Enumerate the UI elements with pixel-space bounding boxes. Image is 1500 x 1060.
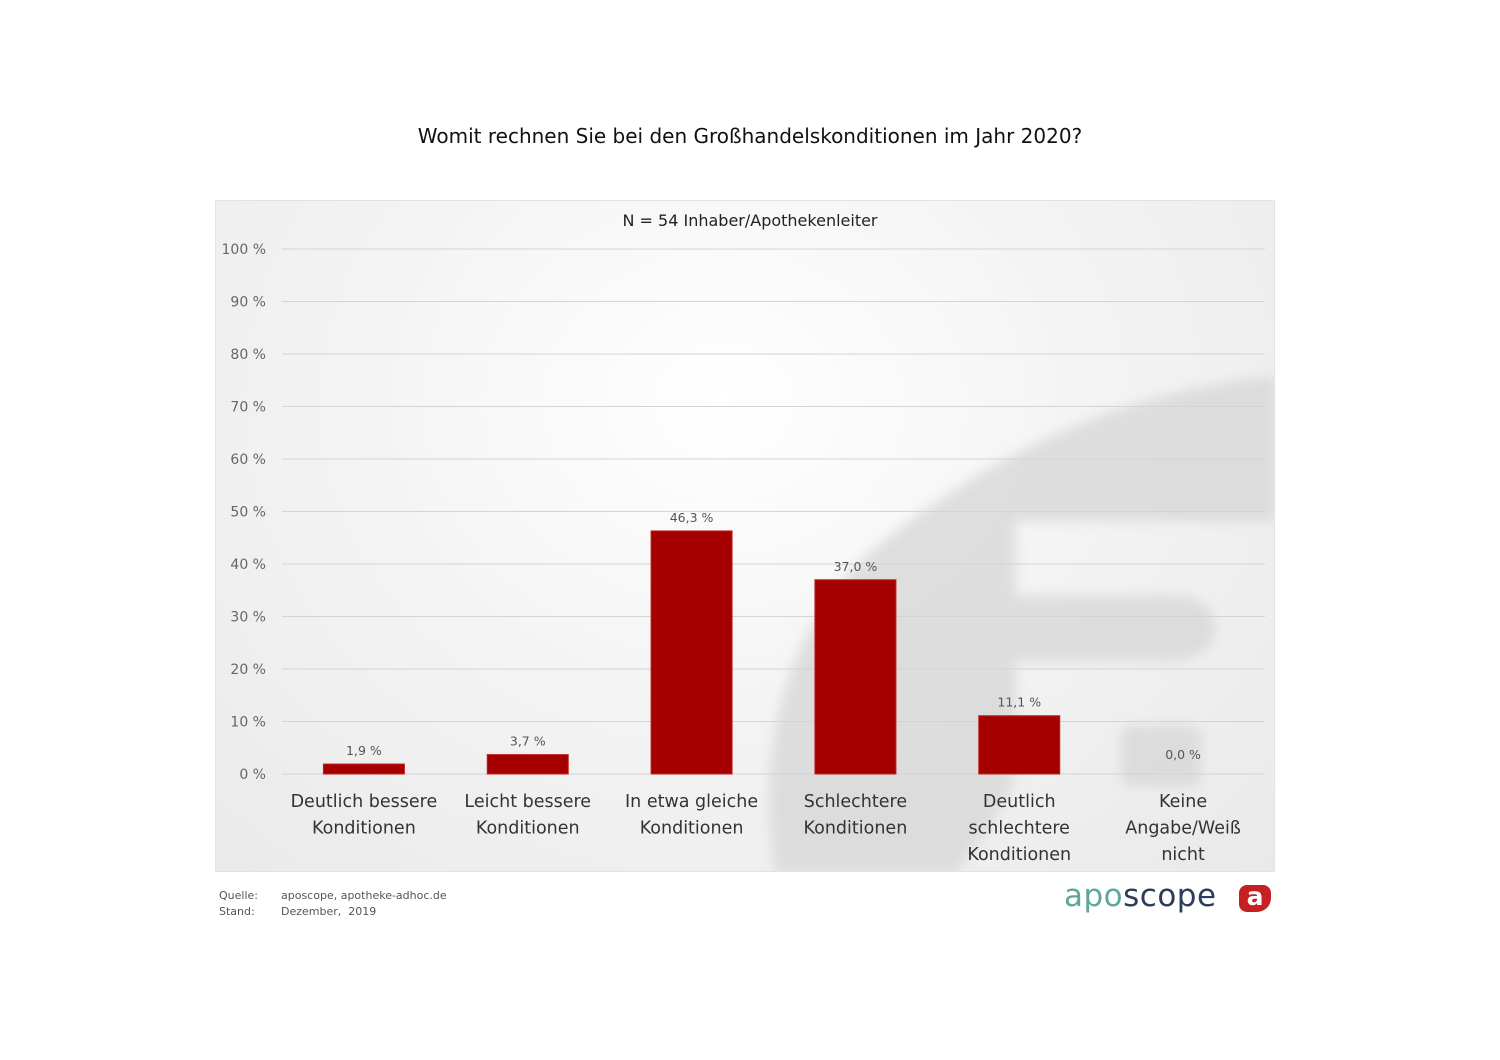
value-labels: 1,9 % 3,7 % 46,3 % 37,0 % 11,1 % 0,0 % (346, 510, 1201, 762)
y-tick-label: 70 % (230, 400, 266, 416)
bars (322, 530, 1061, 775)
y-tick-label: 40 % (230, 557, 266, 573)
data-label: 11,1 % (997, 695, 1041, 710)
chart-subtitle: N = 54 Inhaber/Apothekenleiter (622, 211, 878, 230)
bar (650, 530, 733, 775)
x-tick-label: Schlechtere Konditionen (804, 792, 908, 839)
data-label: 46,3 % (670, 510, 714, 525)
x-tick-label-line: Deutlich bessere (291, 792, 438, 812)
chart-title: Womit rechnen Sie bei den Großhandelskon… (417, 124, 1083, 148)
x-tick-label: Keine Angabe/Weiß nicht (1125, 792, 1241, 865)
aposcope-logo: aposcope (1064, 878, 1217, 914)
y-tick-label: 60 % (230, 452, 266, 468)
y-tick-label: 50 % (230, 505, 266, 521)
x-tick-label-line: Schlechtere (804, 792, 907, 812)
x-tick-label-line: Konditionen (640, 819, 744, 839)
logo-part-apo: apo (1064, 878, 1124, 914)
y-tick-label: 30 % (230, 610, 266, 626)
source-value: aposcope, apotheke-adhoc.de (281, 889, 447, 902)
y-tick-label: 10 % (230, 715, 266, 731)
data-label: 3,7 % (510, 734, 546, 749)
y-tick-label: 0 % (239, 767, 266, 783)
x-tick-label-line: Konditionen (804, 819, 908, 839)
date-label: Stand: (219, 905, 255, 918)
bar-chart: 0 % 10 % 20 % 30 % 40 % 50 % 60 % 70 % 80 % 90 % 1… (222, 242, 1274, 871)
bar (322, 763, 405, 775)
data-label: 0,0 % (1165, 747, 1201, 762)
y-tick-label: 100 % (222, 242, 266, 258)
x-tick-label: In etwa gleiche Konditionen (625, 792, 758, 839)
x-tick-label: Deutlich bessere Konditionen (291, 792, 438, 839)
x-tick-label-line: Konditionen (476, 819, 580, 839)
data-label: 37,0 % (834, 559, 878, 574)
y-axis-ticks: 0 % 10 % 20 % 30 % 40 % 50 % 60 % 70 % 80 % 90 % 1… (222, 242, 266, 783)
data-label: 1,9 % (346, 743, 382, 758)
y-tick-label: 20 % (230, 662, 266, 678)
adhoc-logo-icon: a (1239, 884, 1271, 912)
x-tick-label-line: Angabe/Weiß (1125, 819, 1241, 839)
x-tick-label-line: Keine (1159, 792, 1207, 812)
x-tick-label-line: Konditionen (967, 845, 1071, 865)
x-tick-label: Deutlich schlechtere Konditionen (967, 792, 1071, 865)
x-tick-label-line: nicht (1161, 845, 1205, 865)
date-value: Dezember, 2019 (281, 905, 377, 918)
y-tick-label: 90 % (230, 295, 266, 311)
bar (814, 579, 897, 775)
x-tick-label-line: In etwa gleiche (625, 792, 758, 812)
x-tick-label-line: Deutlich (983, 792, 1056, 812)
y-tick-label: 80 % (230, 347, 266, 363)
x-tick-label: Leicht bessere Konditionen (464, 792, 591, 839)
gridlines (282, 248, 1265, 775)
bar (486, 754, 569, 775)
x-tick-label-line: schlechtere (969, 819, 1070, 839)
bar (978, 715, 1061, 775)
x-tick-label-line: Leicht bessere (464, 792, 591, 812)
x-tick-label-line: Konditionen (312, 819, 416, 839)
chart-panel: 0 % 10 % 20 % 30 % 40 % 50 % 60 % 70 % 80 % 90 % 1… (215, 200, 1275, 872)
source-label: Quelle: (219, 889, 258, 902)
logo-part-scope: scope (1123, 878, 1217, 914)
